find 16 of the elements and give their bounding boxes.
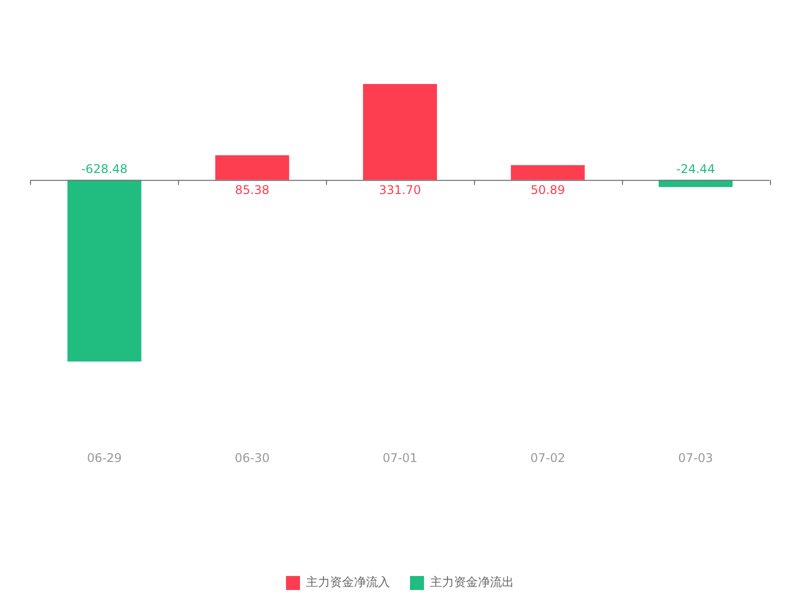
data-label: 85.38 (235, 183, 270, 198)
legend-label: 主力资金净流入 (306, 575, 390, 590)
data-label: 331.70 (379, 183, 421, 198)
bar (215, 155, 290, 180)
legend-label: 主力资金净流出 (430, 575, 514, 590)
bar (363, 84, 437, 180)
data-label: -24.44 (676, 162, 715, 176)
bar (67, 180, 142, 362)
x-tick-label: 07-03 (678, 450, 714, 465)
data-label: 50.89 (530, 183, 565, 198)
x-tick-label: 06-29 (86, 450, 122, 465)
bar (510, 165, 585, 180)
x-tick-label: 07-02 (530, 450, 566, 465)
x-tick-label: 06-30 (234, 450, 270, 465)
x-tick-label: 07-01 (382, 450, 418, 465)
data-label: -628.48 (81, 162, 128, 176)
